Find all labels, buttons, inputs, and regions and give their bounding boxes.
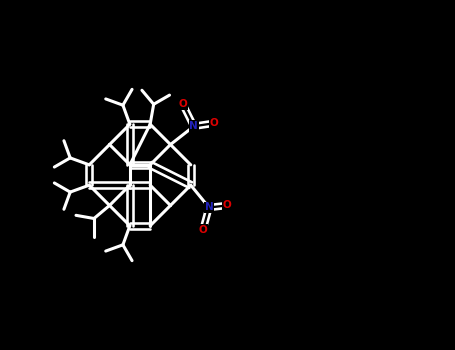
Text: O: O (198, 225, 207, 235)
Text: O: O (178, 99, 187, 109)
Text: O: O (210, 118, 218, 128)
Text: N: N (189, 121, 198, 131)
Text: N: N (205, 203, 213, 212)
Text: O: O (223, 201, 232, 210)
